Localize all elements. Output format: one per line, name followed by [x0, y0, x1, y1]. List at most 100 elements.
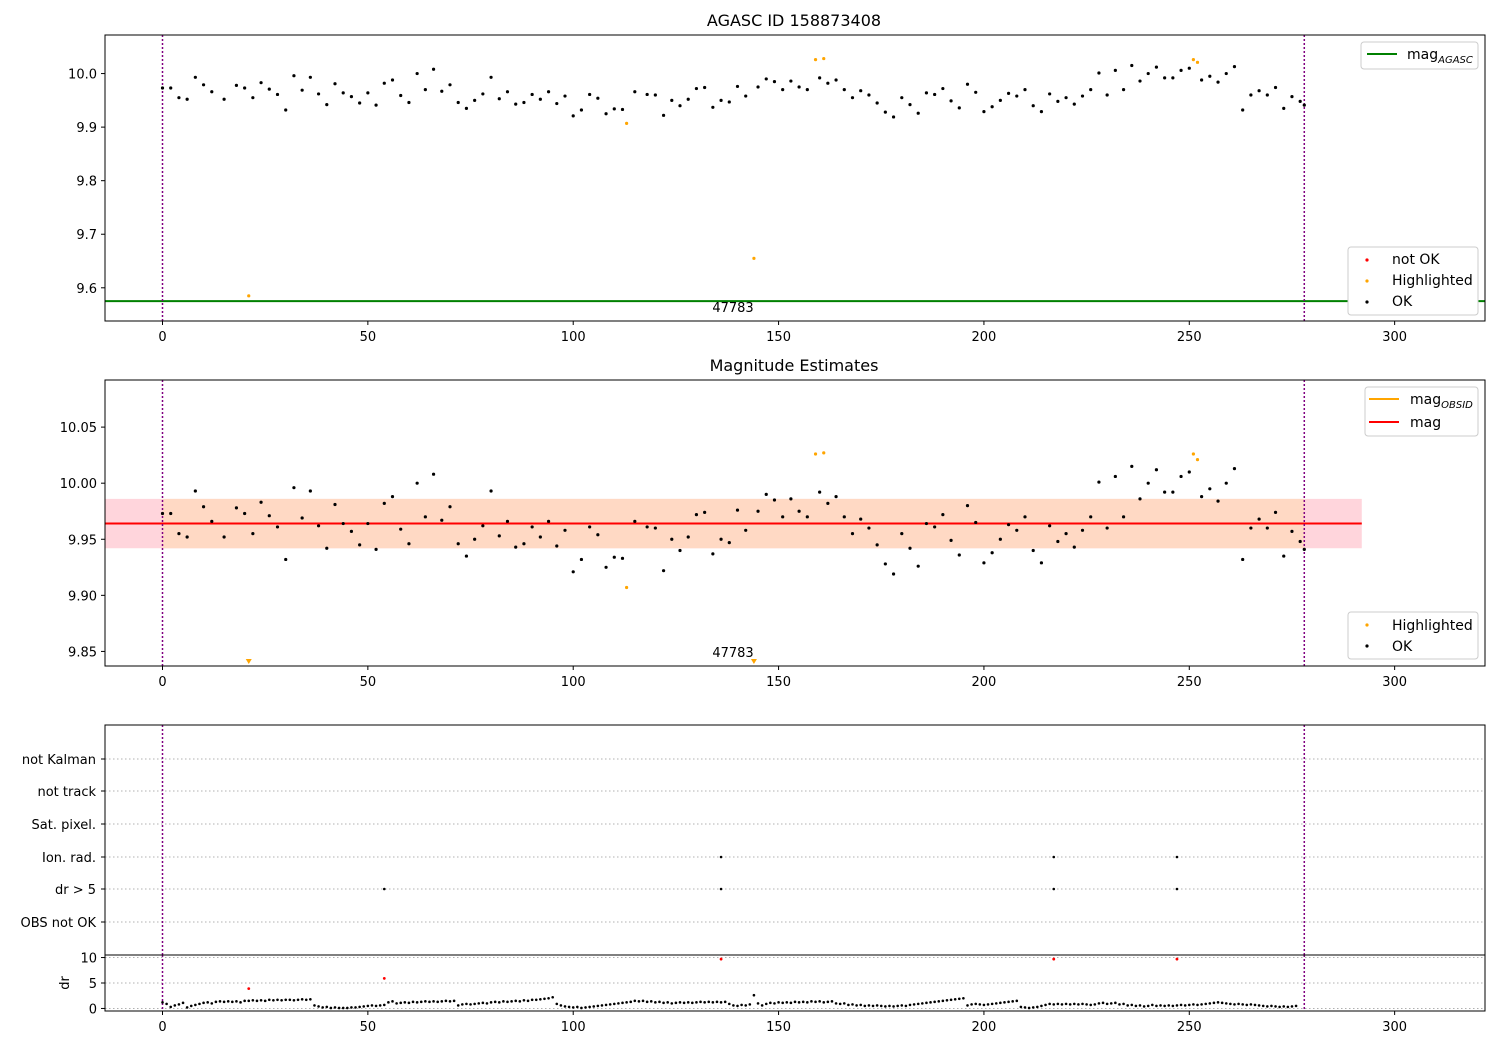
y-tick-label: 9.8 [76, 175, 97, 190]
dr-point [744, 1004, 748, 1007]
dr-point [978, 1003, 982, 1006]
point-ok [1015, 528, 1019, 532]
dr-point [288, 998, 292, 1002]
point-ok [555, 544, 559, 548]
point-ok [497, 97, 501, 101]
point-ok [645, 525, 649, 529]
point-highlighted [1195, 60, 1200, 64]
point-ok [1241, 108, 1245, 112]
point-ok [891, 572, 896, 576]
point-ok [1163, 490, 1167, 494]
point-ok [1208, 74, 1212, 78]
dr-point [925, 1001, 928, 1005]
dr-point [1015, 999, 1019, 1003]
point-highlighted [1195, 458, 1200, 462]
point-ok [1121, 88, 1126, 92]
point-ok [423, 88, 427, 92]
point-ok [210, 519, 214, 523]
point-ok [588, 92, 592, 97]
dr-point [797, 1001, 801, 1004]
point-ok [764, 77, 768, 81]
point-ok [875, 543, 879, 547]
dr-point [879, 1004, 883, 1008]
dr-point [1122, 1002, 1125, 1006]
flag-row-label: Sat. pixel. [32, 818, 96, 833]
dr-point [1093, 1003, 1097, 1006]
dr-point [945, 999, 949, 1002]
point-ok [284, 108, 288, 112]
dr-point [547, 996, 550, 1000]
dr-point [941, 999, 945, 1003]
point-ok [1146, 71, 1150, 76]
point-ok [267, 514, 271, 518]
point-ok [259, 500, 263, 504]
point-ok [222, 535, 226, 539]
dr-not-ok-point [382, 977, 386, 980]
dr-point [317, 1005, 320, 1008]
dr-point [884, 1005, 887, 1008]
offscale-marker [750, 659, 757, 664]
point-ok [333, 502, 337, 507]
dr-point [727, 1002, 731, 1006]
dr-point [592, 1005, 596, 1008]
point-ok [588, 525, 592, 529]
dr-point [1253, 1003, 1257, 1007]
point-ok [275, 525, 280, 529]
dr-point [1118, 1003, 1121, 1006]
point-ok [772, 498, 777, 502]
point-highlighted [822, 451, 826, 455]
x-tick-label: 250 [1177, 1020, 1202, 1035]
dr-point [678, 1001, 682, 1004]
point-ok [883, 562, 887, 566]
point-ok [719, 98, 723, 102]
point-ok [407, 100, 411, 105]
point-ok [916, 564, 920, 568]
point-ok [653, 526, 657, 530]
point-ok [267, 87, 271, 91]
dr-point [921, 1002, 924, 1005]
point-ok [382, 501, 386, 505]
point-ok [308, 75, 312, 79]
point-ok [982, 109, 986, 114]
point-ok [415, 481, 419, 485]
point-ok [670, 537, 674, 541]
legend-marker-highlighted [1365, 279, 1369, 283]
dr-point [1282, 1005, 1286, 1008]
legend-label-mag: mag [1410, 415, 1441, 431]
y-tick-label: 9.85 [68, 645, 97, 660]
dr-point [949, 998, 953, 1002]
point-ok [818, 76, 822, 80]
point-ok [711, 552, 715, 556]
point-ok [735, 508, 740, 512]
y-tick-label: 9.6 [76, 282, 97, 297]
dr-point [1249, 1003, 1253, 1006]
dr-point [658, 1000, 661, 1004]
point-ok [957, 106, 961, 110]
dr-point [210, 1002, 214, 1005]
point-ok [998, 537, 1002, 541]
dr-point [419, 1000, 423, 1004]
dr-point [436, 1000, 439, 1004]
point-ok [1064, 96, 1068, 100]
point-ok [1302, 547, 1306, 551]
panel-agasc: AGASC ID 158873408 0 50 100 150 200 250 300 9.6… [68, 11, 1486, 345]
point-ok [924, 91, 929, 95]
point-ok [275, 92, 280, 97]
dr-point [999, 1001, 1002, 1005]
legend-marker-highlighted [1365, 623, 1369, 627]
point-ok [1154, 468, 1159, 472]
dr-point [777, 1001, 780, 1004]
point-ok [612, 107, 616, 111]
dr-point [982, 1003, 986, 1007]
dr-point [415, 1001, 419, 1004]
dr-point [830, 1000, 834, 1003]
point-ok [481, 92, 485, 96]
dr-point [350, 1006, 353, 1009]
dr-point [337, 1006, 341, 1010]
dr-point [633, 999, 637, 1003]
dr-point [888, 1004, 891, 1008]
dr-point [1245, 1003, 1249, 1007]
point-ok [949, 99, 953, 103]
point-ok [530, 525, 534, 529]
point-ok [481, 524, 485, 528]
